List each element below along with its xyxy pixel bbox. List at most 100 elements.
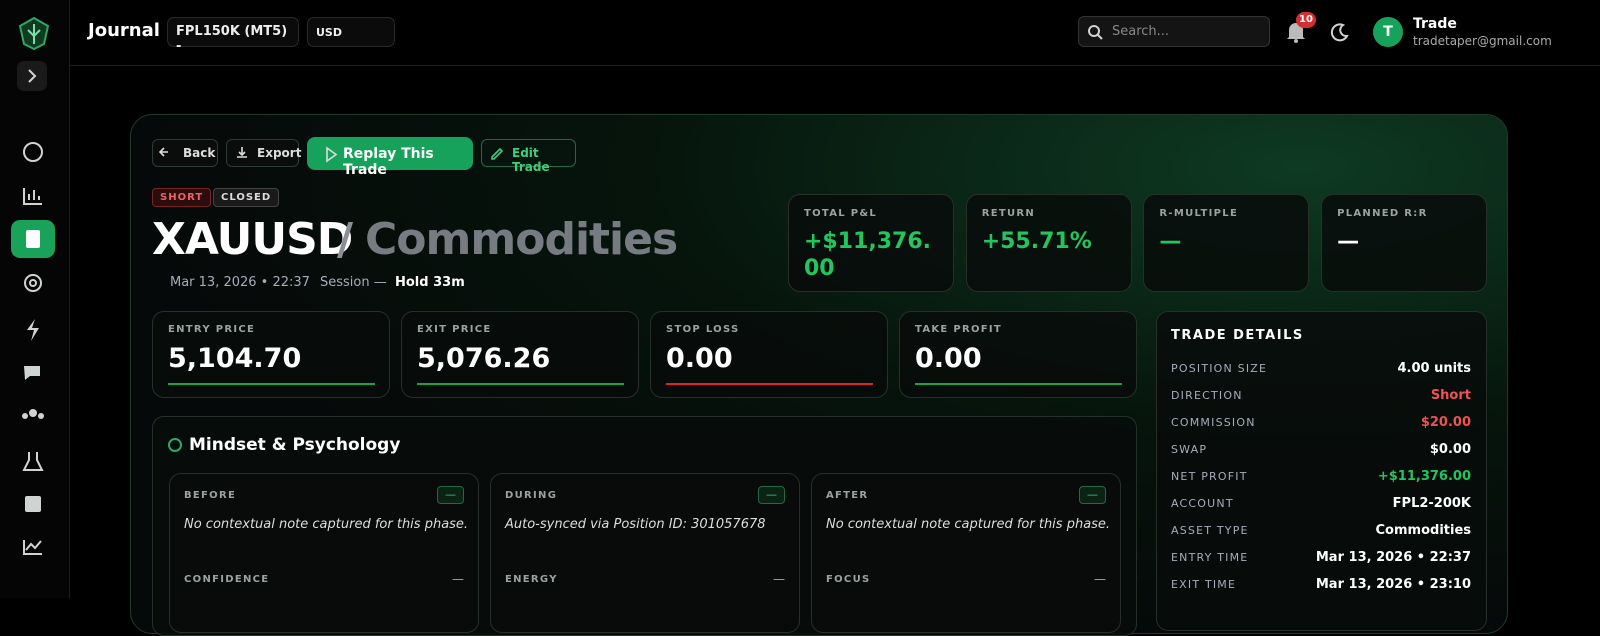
price-value: 0.00 [666, 343, 733, 374]
detail-label: COMMISSION [1171, 416, 1256, 429]
price-card: STOP LOSS 0.00 [650, 311, 888, 398]
phase-label: AFTER [826, 490, 869, 501]
price-underline [168, 383, 375, 385]
separator: / [337, 214, 354, 265]
phase-badge[interactable]: — [758, 486, 785, 504]
detail-value: Commodities [1375, 523, 1471, 538]
sidebar [0, 0, 70, 598]
detail-label: DIRECTION [1171, 389, 1243, 402]
price-underline [417, 383, 624, 385]
stat-label: PLANNED R:R [1337, 208, 1428, 219]
stat-value: +$11,376.00 [804, 229, 931, 281]
phase-metric: CONFIDENCE [184, 574, 270, 585]
detail-label: POSITION SIZE [1171, 362, 1268, 375]
symbol: XAUUSD [152, 214, 353, 265]
badge: CLOSED [213, 188, 280, 207]
mindset-icon [168, 438, 182, 452]
detail-value: 4.00 units [1397, 361, 1471, 376]
stat-card: RETURN +55.71% [965, 194, 1132, 292]
stat-label: R-MULTIPLE [1159, 208, 1239, 219]
notification-count: 10 [1296, 12, 1316, 28]
detail-label: ENTRY TIME [1171, 551, 1249, 564]
user-email: tradetaper@gmail.com [1413, 34, 1552, 48]
detail-label: SWAP [1171, 443, 1208, 456]
stat-card: R-MULTIPLE — [1143, 194, 1310, 292]
nav-icons[interactable] [0, 130, 70, 570]
detail-value: Mar 13, 2026 • 22:37 [1315, 550, 1471, 565]
asset-class: Commodities [365, 214, 678, 265]
price-label: EXIT PRICE [417, 324, 492, 335]
expand-button[interactable] [17, 61, 47, 91]
detail-value: $0.00 [1429, 442, 1471, 457]
session: Session — [320, 275, 387, 290]
action-button[interactable]: Replay This Trade [307, 137, 473, 178]
phase-label: BEFORE [184, 490, 237, 501]
phase-note: Auto-synced via Position ID: 301057678 [505, 517, 766, 532]
price-underline [666, 383, 873, 385]
content: Back Export Replay This Trade Edit Trade SHO… [152, 137, 1488, 636]
detail-value: Mar 13, 2026 • 23:10 [1315, 577, 1471, 592]
price-underline [915, 383, 1122, 385]
detail-value: Short [1430, 388, 1471, 403]
phase-metric-value: — [773, 572, 785, 586]
currency-select[interactable]: USD [307, 17, 395, 47]
trade-date: Mar 13, 2026 • 22:37 [170, 275, 310, 290]
phase-card: DURING — Auto-synced via Position ID: 3010… [490, 473, 800, 633]
detail-value: +$11,376.00 [1377, 469, 1471, 484]
stat-value: — [1337, 229, 1360, 254]
detail-label: ASSET TYPE [1171, 524, 1249, 537]
phase-metric-value: — [452, 572, 464, 586]
theme-toggle[interactable] [1330, 22, 1350, 42]
action-button[interactable]: Export [226, 139, 301, 167]
stat-label: TOTAL P&L [804, 208, 878, 219]
user-name: Trade [1413, 16, 1457, 32]
price-label: TAKE PROFIT [915, 324, 1003, 335]
stat-card: PLANNED R:R — [1321, 194, 1488, 292]
price-label: STOP LOSS [666, 324, 740, 335]
price-card: ENTRY PRICE 5,104.70 [152, 311, 390, 398]
hold: Hold 33m [395, 275, 465, 290]
phase-metric: ENERGY [505, 574, 558, 585]
detail-label: EXIT TIME [1171, 578, 1237, 591]
page-title: Journal [88, 20, 160, 41]
badge: SHORT [152, 188, 212, 207]
price-value: 5,104.70 [168, 343, 302, 374]
action-button[interactable]: Back [152, 139, 218, 167]
mindset-panel: Mindset & Psychology BEFORE — No contextual… [152, 416, 1137, 636]
detail-value: $20.00 [1420, 415, 1471, 430]
phase-note: No contextual note captured for this pha… [184, 517, 469, 532]
phase-badge[interactable]: — [1079, 486, 1106, 504]
detail-value: FPL2-200K [1392, 496, 1471, 511]
trade-details-title: TRADE DETAILS [1171, 328, 1304, 343]
stat-label: RETURN [981, 208, 1036, 219]
phase-card: BEFORE — No contextual note captured for t… [169, 473, 479, 633]
search-box[interactable]: Search... [1078, 16, 1270, 47]
phase-card: AFTER — No contextual note captured for th… [811, 473, 1121, 633]
price-value: 0.00 [915, 343, 982, 374]
button-icon [326, 146, 338, 163]
button-icon [491, 147, 504, 160]
price-card: TAKE PROFIT 0.00 [899, 311, 1137, 398]
avatar[interactable]: T [1373, 17, 1403, 47]
mindset-title: Mindset & Psychology [189, 435, 401, 455]
detail-label: NET PROFIT [1171, 470, 1248, 483]
search-placeholder: Search... [1112, 24, 1170, 39]
detail-label: ACCOUNT [1171, 497, 1234, 510]
phase-badge[interactable]: — [437, 486, 464, 504]
price-card: EXIT PRICE 5,076.26 [401, 311, 639, 398]
account-select[interactable]: FPL150K (MT5) - [167, 17, 299, 54]
logo [18, 16, 50, 50]
top-bar: Journal FPL150K (MT5) - USD Search... 10… [70, 0, 1600, 66]
phase-note: No contextual note captured for this pha… [826, 517, 1111, 532]
price-label: ENTRY PRICE [168, 324, 256, 335]
button-icon [237, 147, 247, 158]
action-button[interactable]: Edit Trade [481, 139, 576, 174]
price-value: 5,076.26 [417, 343, 551, 374]
phase-metric-value: — [1094, 572, 1106, 586]
stat-card: TOTAL P&L +$11,376.00 [788, 194, 954, 292]
phase-metric: FOCUS [826, 574, 871, 585]
button-icon [158, 147, 168, 157]
trade-details-panel: TRADE DETAILS POSITION SIZE 4.00 units DIRE… [1156, 311, 1487, 631]
